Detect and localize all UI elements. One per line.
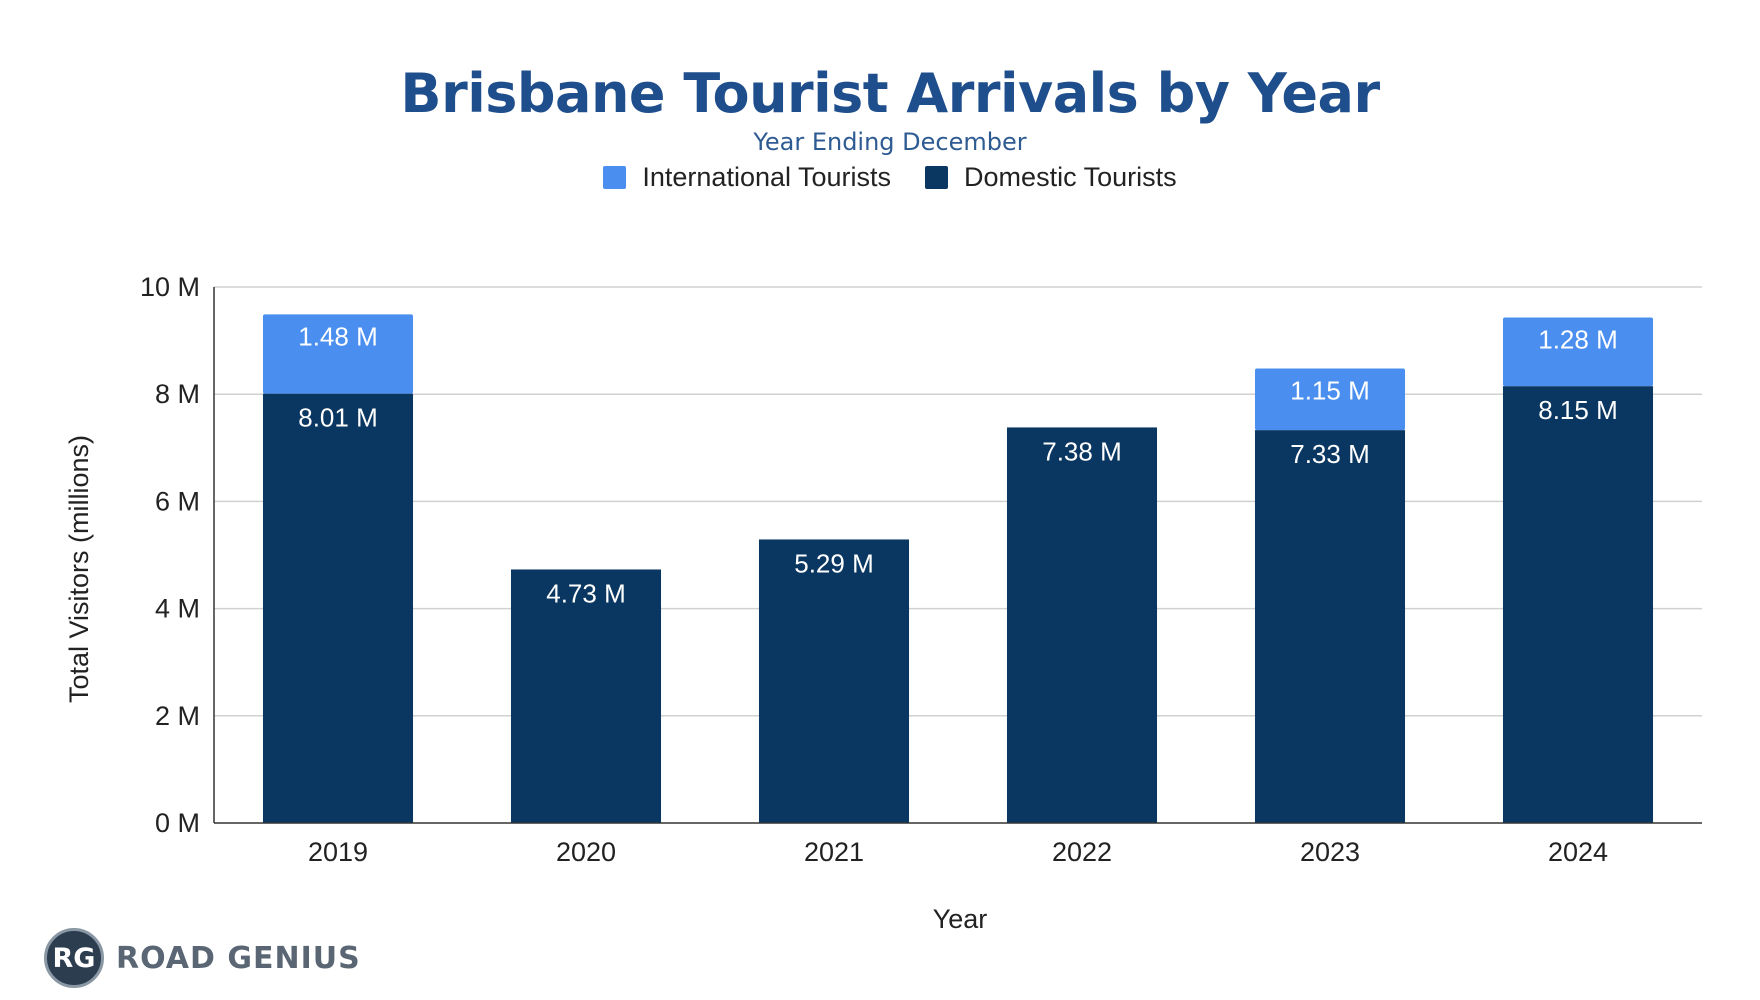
x-axis-title: Year <box>933 904 988 934</box>
bar-domestic <box>262 393 414 823</box>
legend-label-domestic: Domestic Tourists <box>964 162 1177 192</box>
y-tick-label: 6 M <box>155 486 200 516</box>
data-label-international: 1.28 M <box>1538 325 1618 355</box>
legend-item-international: International Tourists <box>603 162 891 193</box>
y-tick-label: 4 M <box>155 594 200 624</box>
data-label-domestic: 8.01 M <box>298 403 378 433</box>
bar-domestic <box>758 539 910 823</box>
data-label-domestic: 8.15 M <box>1538 395 1618 425</box>
x-tick-label: 2022 <box>1052 837 1112 867</box>
chart-subtitle: Year Ending December <box>753 128 1027 156</box>
y-axis-title: Total Visitors (millions) <box>64 435 94 703</box>
bar-international <box>1502 317 1654 387</box>
x-tick-label: 2023 <box>1300 837 1360 867</box>
y-tick-label: 2 M <box>155 701 200 731</box>
legend-item-domestic: Domestic Tourists <box>925 162 1177 193</box>
logo-text: ROAD GENIUS <box>116 940 361 976</box>
data-label-international: 1.15 M <box>1290 375 1370 405</box>
data-label-domestic: 7.33 M <box>1290 439 1370 469</box>
data-label-domestic: 7.38 M <box>1042 436 1122 466</box>
legend-label-international: International Tourists <box>642 162 892 192</box>
legend-swatch-international <box>603 166 627 189</box>
legend: International Tourists Domestic Tourists <box>0 162 1760 193</box>
bar-international <box>262 314 414 394</box>
x-tick-label: 2019 <box>308 837 368 867</box>
y-tick-label: 0 M <box>155 808 200 838</box>
data-label-domestic: 4.73 M <box>546 578 626 608</box>
chart-title: Brisbane Tourist Arrivals by Year <box>400 62 1380 125</box>
x-tick-label: 2020 <box>556 837 616 867</box>
x-tick-label: 2024 <box>1548 837 1608 867</box>
logo-badge: RG <box>44 928 104 988</box>
legend-swatch-domestic <box>925 166 949 189</box>
x-tick-label: 2021 <box>804 837 864 867</box>
bar-domestic <box>1006 427 1158 823</box>
bar-international <box>1254 368 1406 431</box>
y-tick-label: 8 M <box>155 379 200 409</box>
road-genius-logo: RG ROAD GENIUS <box>44 928 361 988</box>
bar-domestic <box>1254 430 1406 823</box>
bar-domestic <box>1502 386 1654 823</box>
data-label-domestic: 5.29 M <box>794 548 874 578</box>
y-tick-label: 10 M <box>140 272 200 302</box>
bar-domestic <box>510 569 662 823</box>
data-label-international: 1.48 M <box>298 321 378 351</box>
